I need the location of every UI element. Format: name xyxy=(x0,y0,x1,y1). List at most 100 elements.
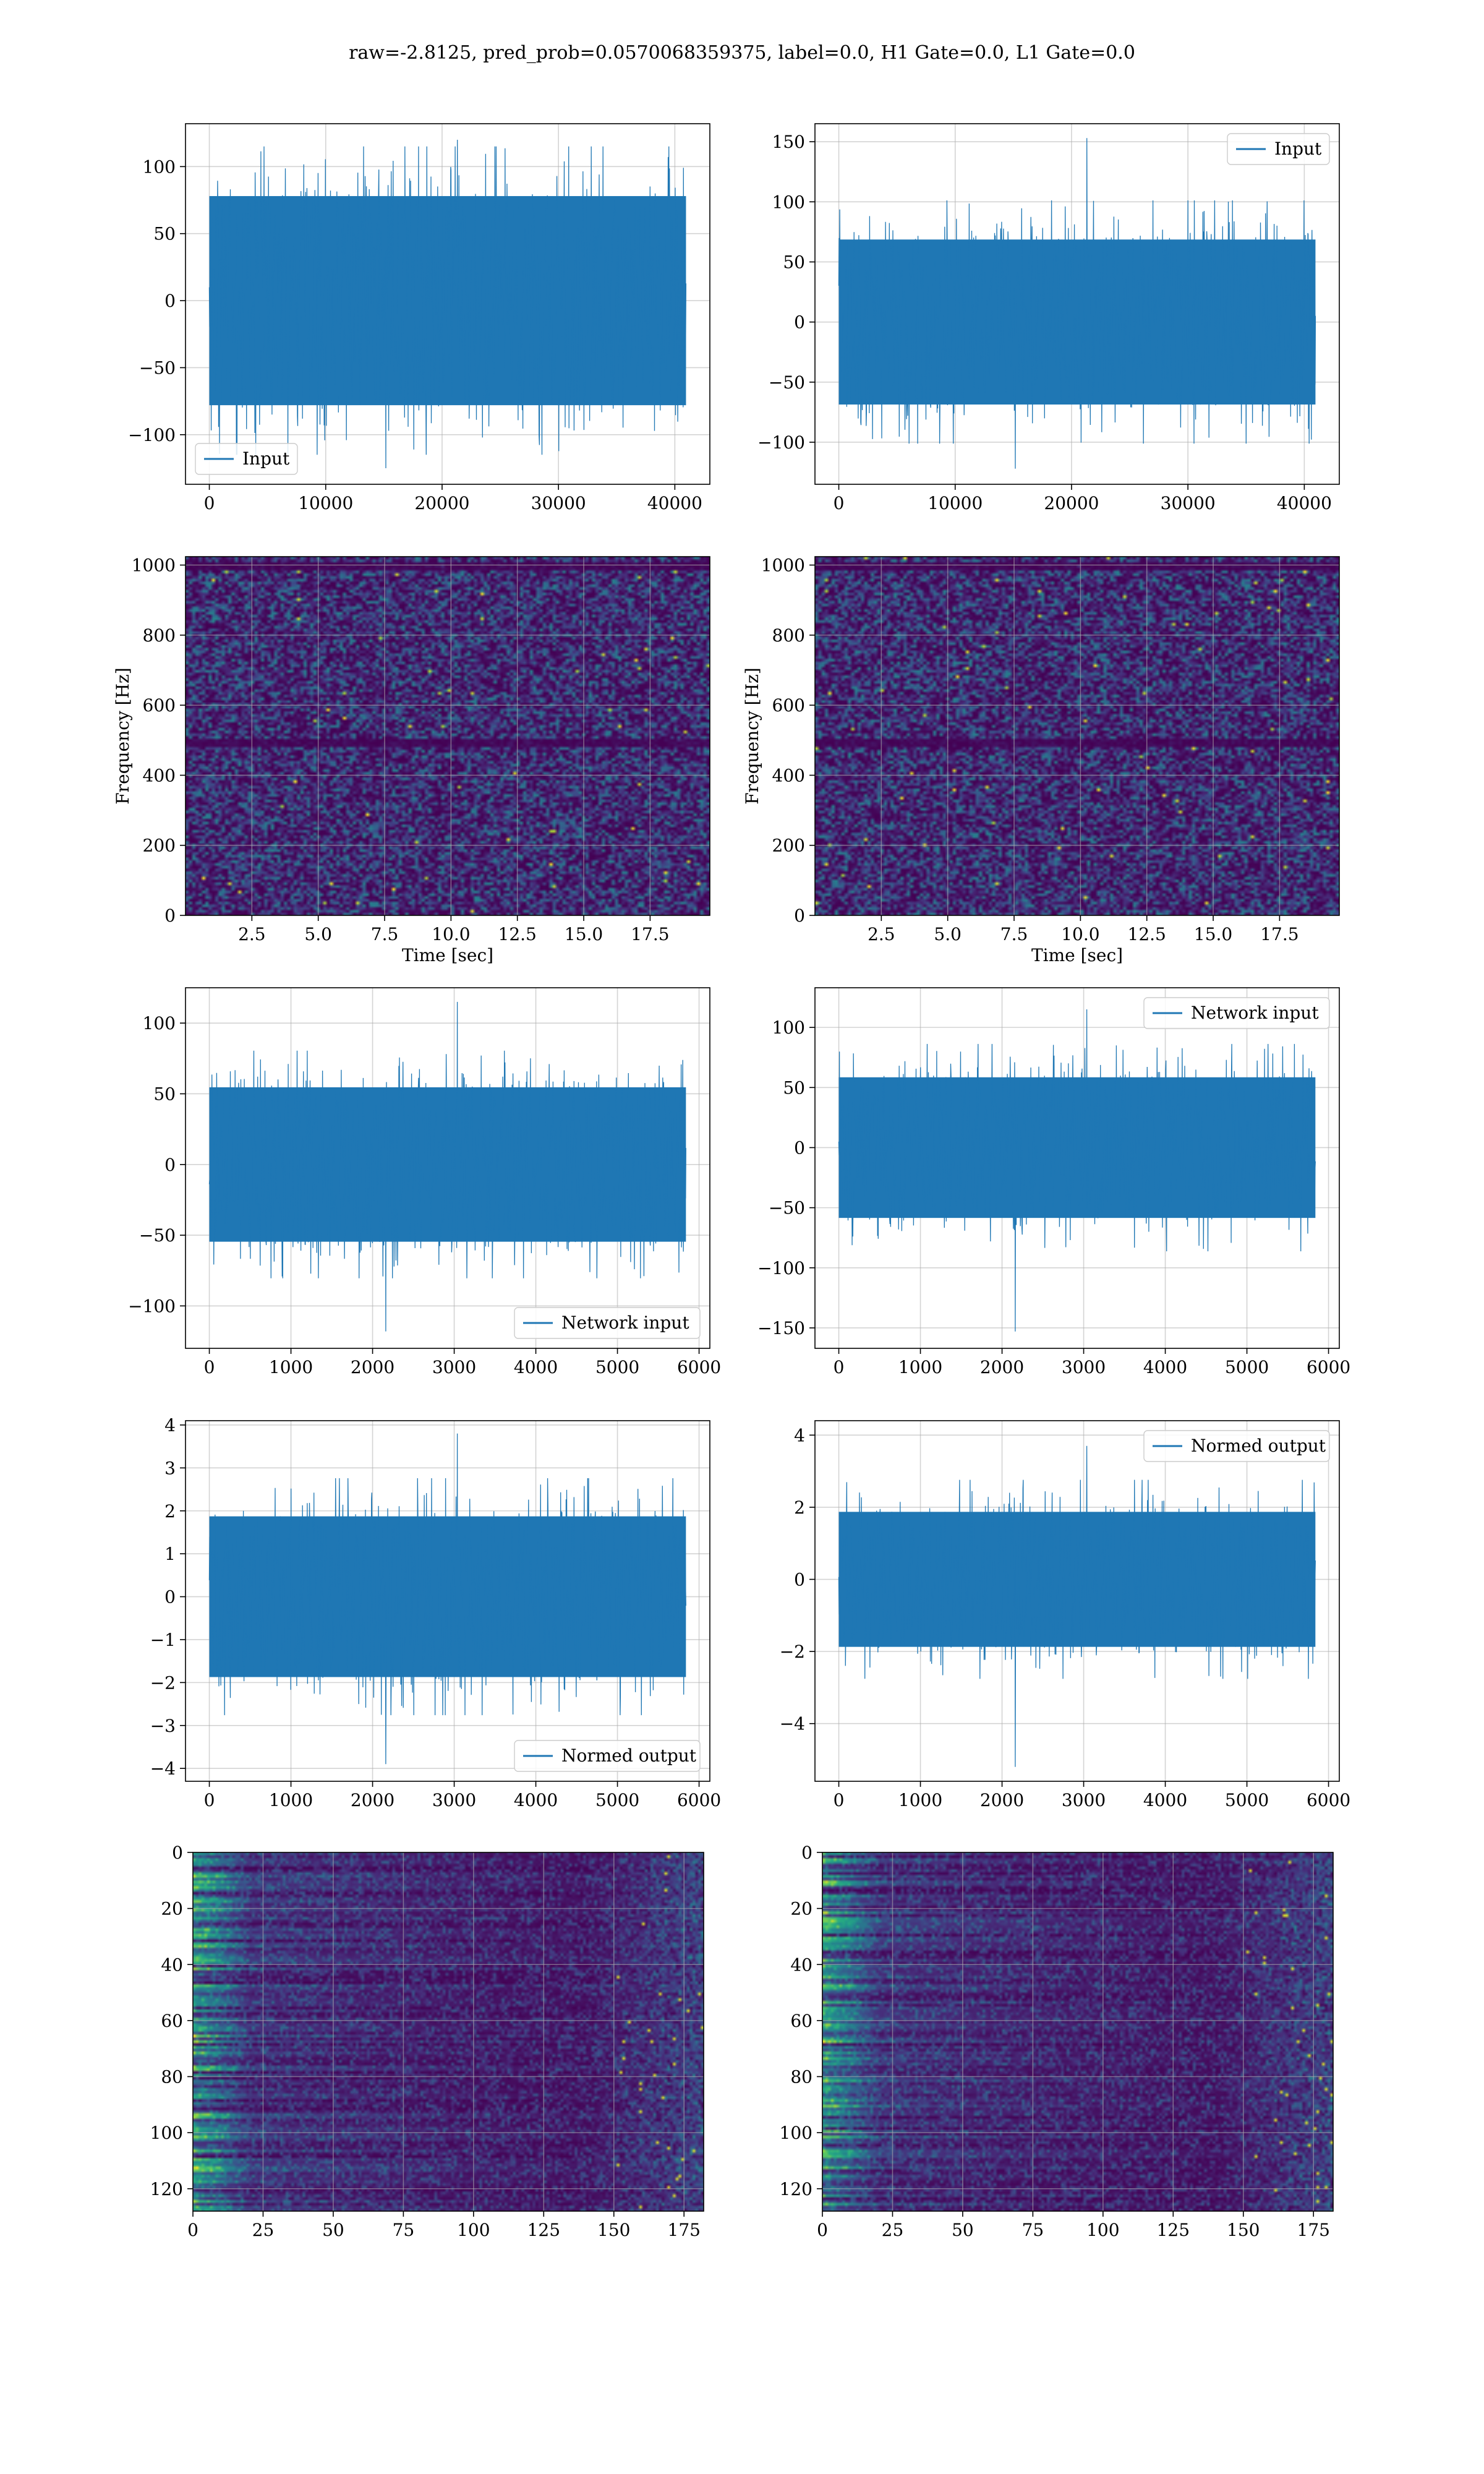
h1-normed-output-plot-area xyxy=(208,1433,686,1765)
l1-feature-map-xtick-label: 75 xyxy=(1022,2220,1044,2240)
l1-spectrogram-ytick-label: 200 xyxy=(772,836,805,856)
h1-input-xtick-label: 20000 xyxy=(414,493,469,513)
l1-normed-output-ytick-label: 4 xyxy=(794,1425,805,1445)
h1-network-input-panel: 0 1000 2000 3000 4000 5000 6000 −100 −50 0 50 100 Ne… xyxy=(128,987,721,1377)
h1-normed-output-ytick-label: 1 xyxy=(164,1544,176,1564)
h1-feature-map-xtick-label: 100 xyxy=(457,2220,490,2240)
l1-feature-map-xtick-label: 50 xyxy=(952,2220,974,2240)
h1-spectrogram-heatmap-image xyxy=(186,557,710,915)
h1-feature-map-ytick-label: 20 xyxy=(161,1899,183,1919)
h1-network-input-legend: Network input xyxy=(514,1307,701,1339)
l1-network-input-ytick-label: 100 xyxy=(772,1017,805,1038)
l1-network-input-plot-area xyxy=(838,1009,1316,1332)
h1-network-input-ytick-label: −100 xyxy=(128,1296,176,1316)
h1-input-xtick-label: 10000 xyxy=(298,493,353,513)
h1-network-input-xtick-label: 0 xyxy=(204,1357,215,1377)
h1-input-xtick-label: 40000 xyxy=(647,493,702,513)
h1-input-frame xyxy=(185,123,710,485)
h1-network-input-legend-box xyxy=(514,1307,701,1339)
l1-normed-output-ytick-label: 0 xyxy=(794,1570,805,1590)
h1-spectrogram-xtick-label: 17.5 xyxy=(631,924,669,944)
h1-input-ytick-label: 50 xyxy=(153,224,176,244)
l1-network-input-ytick-label: 0 xyxy=(794,1137,805,1158)
h1-input-legend-label: Input xyxy=(242,448,290,469)
l1-spectrogram-xtick-label: 15.0 xyxy=(1194,924,1232,944)
l1-input-xtick-label: 20000 xyxy=(1044,493,1099,513)
h1-normed-output-ytick-label: −4 xyxy=(150,1758,176,1779)
h1-normed-output-legend-label: Normed output xyxy=(561,1745,697,1766)
h1-network-input-ytick-label: 0 xyxy=(164,1155,176,1175)
h1-input-series-line xyxy=(208,139,687,469)
h1-normed-output-xtick-label: 1000 xyxy=(269,1790,313,1810)
l1-input-panel: 0 10000 20000 30000 40000 −100 −50 0 50 100 150 Inp… xyxy=(757,123,1340,513)
l1-input-xtick-label: 30000 xyxy=(1161,493,1216,513)
l1-normed-output-legend-label: Normed output xyxy=(1191,1436,1326,1456)
l1-network-input-frame xyxy=(814,987,1340,1349)
h1-normed-output-xtick-label: 0 xyxy=(204,1790,215,1810)
h1-normed-output-panel: 0 1000 2000 3000 4000 5000 6000 −4 −3 −2 −1 0 1 2 3 4 No… xyxy=(150,1415,721,1810)
l1-input-xtick-label: 10000 xyxy=(927,493,983,513)
h1-network-input-legend-label: Network input xyxy=(561,1312,689,1333)
l1-spectrogram-ylabel: Frequency [Hz] xyxy=(742,667,762,804)
l1-spectrogram-heatmap-image xyxy=(815,557,1339,915)
l1-normed-output-plot-area xyxy=(838,1445,1316,1767)
h1-normed-output-frame xyxy=(185,1420,710,1782)
l1-network-input-xtick-label: 3000 xyxy=(1062,1357,1106,1377)
l1-input-legend-label: Input xyxy=(1274,139,1322,159)
l1-spectrogram-xtick-label: 5.0 xyxy=(934,924,962,944)
h1-network-input-series-line xyxy=(208,1001,686,1332)
l1-normed-output-panel: 0 1000 2000 3000 4000 5000 6000 −4 −2 0 2 4 Normed o… xyxy=(780,1420,1350,1810)
h1-input-plot-area xyxy=(208,139,687,469)
l1-spectrogram-ytick-label: 800 xyxy=(772,625,805,646)
h1-feature-map-xtick-label: 125 xyxy=(527,2220,560,2240)
l1-spectrogram-panel: 2.5 5.0 7.5 10.0 12.5 15.0 17.5 0 200 400 600 800 10… xyxy=(742,555,1340,965)
l1-feature-map-xtick-label: 175 xyxy=(1297,2220,1330,2240)
l1-normed-output-ytick-label: 2 xyxy=(794,1497,805,1518)
h1-input-xtick-label: 0 xyxy=(204,493,215,513)
l1-normed-output-legend-box xyxy=(1143,1430,1330,1462)
h1-input-ytick-label: 0 xyxy=(164,291,176,311)
h1-spectrogram-xtick-label: 7.5 xyxy=(371,924,399,944)
h1-normed-output-ytick-label: 2 xyxy=(164,1501,176,1522)
l1-normed-output-frame xyxy=(814,1420,1340,1782)
l1-normed-output-series-line xyxy=(838,1445,1316,1767)
l1-network-input-xtick-label: 0 xyxy=(834,1357,845,1377)
l1-spectrogram-ytick-label: 0 xyxy=(794,905,805,926)
h1-network-input-xtick-label: 4000 xyxy=(514,1357,558,1377)
l1-spectrogram-frame xyxy=(814,556,1340,916)
l1-input-xtick-label: 0 xyxy=(834,493,845,513)
l1-feature-map-xtick-label: 0 xyxy=(817,2220,828,2240)
l1-network-input-xtick-label: 5000 xyxy=(1225,1357,1269,1377)
l1-input-series-line xyxy=(838,138,1316,469)
l1-normed-output-xtick-label: 5000 xyxy=(1225,1790,1269,1810)
h1-normed-output-ytick-label: 4 xyxy=(164,1415,176,1436)
l1-input-ytick-label: 100 xyxy=(772,192,805,212)
h1-normed-output-xtick-label: 5000 xyxy=(595,1790,639,1810)
h1-spectrogram-frame xyxy=(185,556,710,916)
l1-feature-map-ytick-label: 20 xyxy=(790,1899,812,1919)
l1-feature-map-xtick-label: 150 xyxy=(1227,2220,1260,2240)
h1-normed-output-legend-box xyxy=(514,1740,701,1772)
l1-spectrogram-xtick-label: 7.5 xyxy=(1000,924,1028,944)
l1-network-input-xtick-label: 1000 xyxy=(898,1357,942,1377)
l1-network-input-ytick-label: −150 xyxy=(757,1318,805,1338)
l1-normed-output-ytick-label: −4 xyxy=(780,1714,805,1734)
h1-spectrogram-ytick-label: 0 xyxy=(164,905,176,926)
h1-normed-output-ytick-label: −1 xyxy=(150,1630,176,1650)
l1-network-input-legend-box xyxy=(1143,997,1330,1029)
l1-feature-map-xtick-label: 25 xyxy=(882,2220,904,2240)
l1-feature-map-heatmap-image xyxy=(822,1852,1333,2211)
h1-network-input-plot-area xyxy=(208,1001,686,1332)
h1-feature-map-xtick-label: 175 xyxy=(668,2220,701,2240)
h1-input-ytick-label: 100 xyxy=(143,156,176,177)
h1-input-panel: 0 10000 20000 30000 40000 −100 −50 0 50 100 Input xyxy=(128,123,710,513)
h1-spectrogram-xlabel: Time [sec] xyxy=(402,945,493,965)
l1-network-input-ytick-label: −100 xyxy=(757,1258,805,1278)
h1-spectrogram-ytick-label: 400 xyxy=(143,765,176,785)
h1-normed-output-xtick-label: 4000 xyxy=(514,1790,558,1810)
l1-network-input-legend: Network input xyxy=(1143,997,1330,1029)
h1-input-legend-box xyxy=(195,443,298,475)
h1-feature-map-ytick-label: 0 xyxy=(172,1843,183,1863)
h1-feature-map-ytick-label: 60 xyxy=(161,2011,183,2031)
